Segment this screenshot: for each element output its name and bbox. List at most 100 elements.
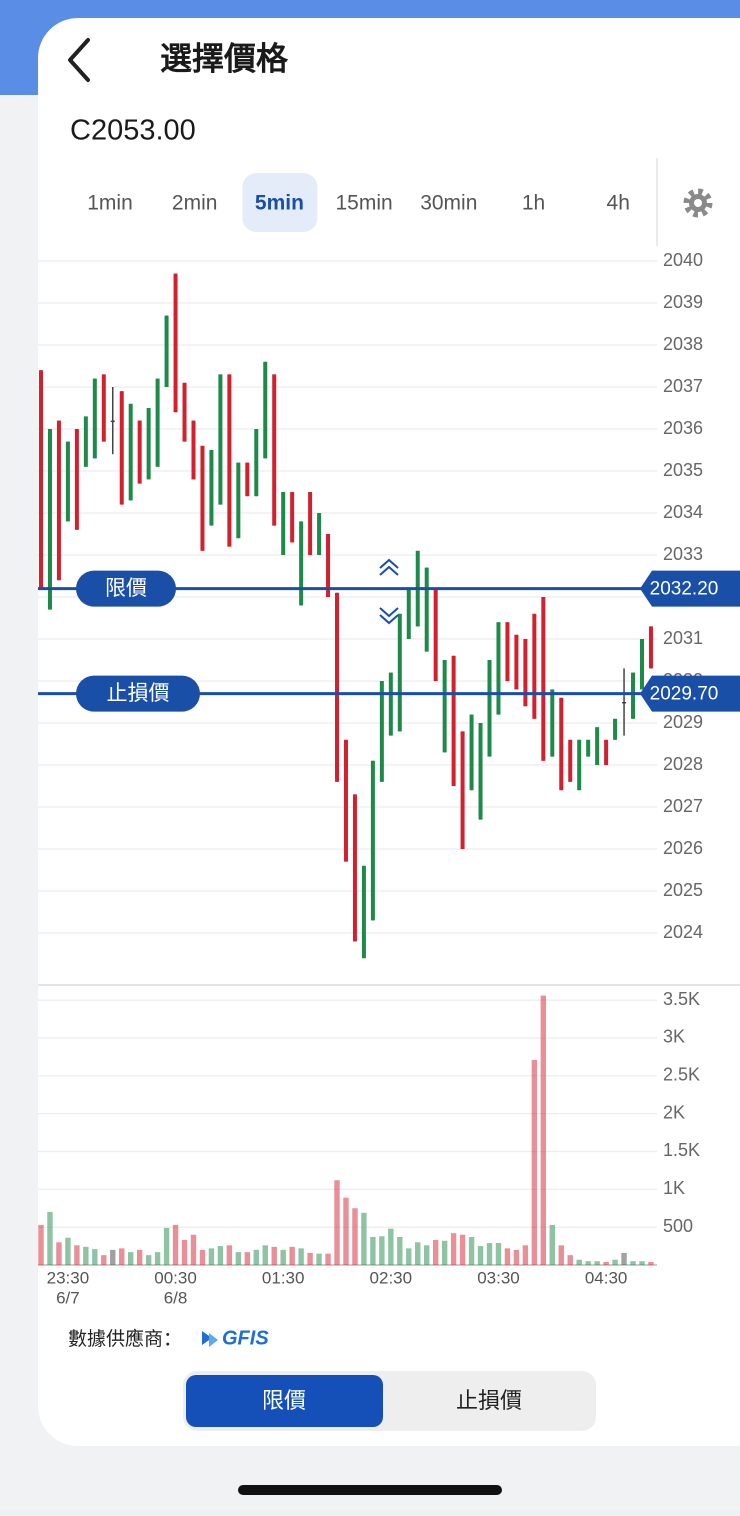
volume-bar (630, 1261, 636, 1265)
candle-body (191, 420, 196, 480)
volume-bar (612, 1259, 618, 1265)
volume-bar (540, 995, 547, 1265)
volume-bar (92, 1249, 98, 1265)
candle-body (648, 626, 653, 669)
candle-body (379, 681, 384, 782)
timeframe-tab[interactable]: 1min (87, 192, 133, 215)
candle-body (92, 378, 97, 459)
volume-bar (567, 1255, 573, 1265)
volume-bar (56, 1242, 62, 1265)
volume-tick-label: 2K (663, 1102, 685, 1122)
volume-bar (199, 1249, 206, 1265)
move-up-icon[interactable] (379, 558, 399, 576)
volume-bar (576, 1259, 582, 1265)
settings-button[interactable] (683, 188, 713, 218)
volume-bar (325, 1253, 331, 1265)
toggle-option[interactable]: 限價 (262, 1388, 306, 1413)
volume-bar (585, 1261, 591, 1265)
volume-bar (415, 1242, 421, 1265)
volume-bar (244, 1252, 251, 1265)
candle-body (200, 445, 205, 551)
volume-tick-label: 1.5K (663, 1140, 700, 1160)
candle-body (514, 634, 519, 690)
candle-body (487, 660, 492, 757)
candle-body (622, 702, 627, 704)
y-tick-label: 2036 (663, 418, 703, 438)
x-date-label: 6/8 (164, 1288, 188, 1307)
volume-bar (648, 1261, 654, 1265)
candle-body (424, 567, 429, 652)
timeframe-tab[interactable]: 30min (420, 192, 477, 215)
volume-bar (208, 1248, 215, 1265)
symbol: C2053.00 (70, 115, 196, 147)
volume-bar (477, 1246, 484, 1265)
volume-bar (424, 1245, 430, 1265)
y-tick-label: 2024 (663, 922, 703, 942)
level-name[interactable]: 止損價 (107, 682, 170, 705)
x-tick-label: 01:30 (262, 1268, 305, 1287)
candle-body (604, 739, 609, 765)
volume-bar (172, 1224, 179, 1265)
level-value: 2032.20 (650, 579, 719, 600)
candle-body (110, 420, 115, 423)
volume-bar (486, 1243, 493, 1265)
candle-body (245, 462, 250, 497)
level-name[interactable]: 限價 (105, 577, 147, 600)
toggle-option[interactable]: 止損價 (456, 1388, 522, 1413)
candle-body (613, 718, 618, 740)
volume-bar (621, 1252, 627, 1265)
candle-body (568, 739, 573, 782)
candle-body (460, 731, 465, 849)
candle-body (74, 429, 79, 530)
x-tick-label: 23:30 (47, 1268, 90, 1287)
volume-bar (459, 1234, 466, 1265)
candle-body (478, 723, 483, 820)
candle-body (532, 613, 537, 719)
candle-body (209, 450, 214, 526)
level-tag (640, 570, 740, 607)
volume-bar (38, 1224, 44, 1265)
candle-body (505, 622, 510, 681)
candle-body (406, 588, 411, 639)
candle-body (299, 521, 304, 606)
candle-body (397, 613, 402, 732)
candle-body (146, 408, 151, 480)
candle-body (137, 420, 142, 484)
volume-bar (334, 1180, 340, 1265)
provider-logo: GFIS (222, 1327, 269, 1349)
y-tick-label: 2031 (663, 628, 703, 648)
y-tick-label: 2033 (663, 544, 703, 564)
candle-body (388, 672, 393, 736)
candle-body (290, 492, 295, 543)
level-pill[interactable] (76, 675, 200, 712)
level-value: 2029.70 (650, 684, 719, 705)
candle-body (218, 374, 223, 505)
back-button[interactable] (68, 38, 90, 82)
candle-body (639, 639, 644, 690)
candle-body (559, 697, 564, 791)
volume-bar (558, 1245, 564, 1265)
tab-highlight (242, 173, 318, 232)
timeframe-tab[interactable]: 15min (335, 192, 392, 215)
y-tick-label: 2027 (663, 796, 703, 816)
candle-body (586, 739, 591, 757)
volume-bar (522, 1245, 529, 1265)
gear-teeth (683, 188, 713, 218)
page-title: 選擇價格 (160, 40, 289, 76)
level-pill[interactable] (76, 570, 176, 607)
timeframe-tab[interactable]: 2min (172, 192, 218, 215)
volume-bar (513, 1249, 520, 1265)
x-tick-label: 03:30 (477, 1268, 520, 1287)
y-tick-label: 2026 (663, 838, 703, 858)
timeframe-tab[interactable]: 4h (607, 192, 630, 215)
candle-body (56, 420, 61, 581)
provider-logo-mark (209, 1333, 218, 1347)
move-down-icon[interactable] (379, 607, 399, 625)
volume-bar (441, 1240, 448, 1265)
volume-bar (343, 1197, 349, 1265)
timeframe-tab[interactable]: 5min (255, 192, 304, 215)
timeframe-tab[interactable]: 1h (522, 192, 545, 215)
candle-body (577, 739, 582, 791)
